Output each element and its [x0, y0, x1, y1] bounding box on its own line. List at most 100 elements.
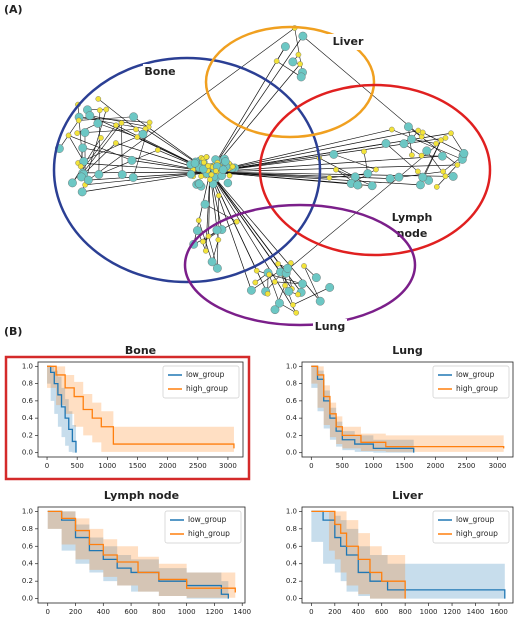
mirna-node: [215, 237, 222, 243]
region-label: node: [397, 227, 428, 240]
x-tick-label: 600: [375, 608, 388, 616]
mirna-node: [295, 51, 302, 58]
gene-node: [404, 122, 413, 132]
y-tick-label: 0.0: [286, 595, 297, 603]
mirna-node: [415, 168, 421, 175]
mirna-node: [200, 238, 206, 245]
x-tick-label: 800: [152, 608, 165, 616]
edge: [209, 36, 303, 173]
edge: [84, 129, 136, 133]
edge: [333, 154, 377, 170]
mirna-node: [65, 132, 72, 139]
legend-label: high_group: [456, 384, 498, 393]
x-tick-label: 0: [309, 608, 313, 616]
gene-node: [275, 298, 284, 308]
legend-box: [432, 510, 510, 544]
panel-label: (A): [4, 3, 23, 16]
mirna-node: [373, 166, 379, 173]
gene-node: [298, 279, 307, 289]
mirna-node: [202, 248, 209, 254]
y-tick-label: 0.6: [286, 397, 298, 405]
gene-node: [394, 172, 404, 182]
mirna-node: [290, 302, 296, 308]
x-tick-label: 3000: [489, 462, 507, 470]
edge: [209, 171, 421, 186]
legend-label: low_group: [456, 370, 495, 379]
edge: [77, 133, 144, 164]
gene-node: [437, 151, 447, 161]
gene-node: [399, 139, 409, 149]
y-tick-label: 0.2: [22, 431, 33, 439]
y-tick-label: 0.2: [286, 431, 297, 439]
mirna-node: [275, 261, 281, 267]
edge: [385, 143, 419, 172]
mirna-node: [154, 147, 161, 153]
region-label: Liver: [333, 35, 364, 48]
gene-node: [367, 181, 377, 191]
edge: [68, 135, 84, 162]
edge: [422, 139, 442, 178]
gene-node: [207, 257, 217, 267]
region-outline: [183, 203, 417, 327]
label-background: [313, 319, 347, 335]
confidence-band: [47, 366, 234, 452]
mirna-node: [77, 163, 84, 170]
edge: [209, 171, 373, 187]
x-tick-label: 500: [71, 462, 84, 470]
mirna-node: [146, 119, 153, 126]
x-tick-label: 1500: [129, 462, 147, 470]
x-tick-label: 500: [336, 462, 349, 470]
y-tick-label: 0.8: [286, 380, 297, 388]
mirna-node: [207, 176, 213, 183]
mirna-node: [113, 122, 119, 129]
gene-node: [83, 175, 93, 185]
mirna-node: [208, 171, 215, 178]
mirna-node: [295, 291, 301, 298]
edge: [78, 162, 211, 173]
panel-label: (B): [4, 325, 22, 338]
gene-node: [311, 273, 321, 283]
mirna-node: [95, 96, 102, 102]
gene-node: [363, 169, 373, 178]
mirna-node: [134, 134, 140, 140]
mirna-node: [203, 154, 210, 160]
edge: [209, 63, 301, 173]
edge: [292, 287, 330, 306]
x-tick-label: 1400: [467, 608, 485, 616]
mirna-node: [226, 172, 233, 179]
gene-node: [223, 178, 233, 188]
edge: [268, 274, 280, 304]
gene-node: [350, 172, 360, 182]
survival-curve: [47, 365, 77, 453]
y-tick-label: 0.2: [286, 577, 297, 585]
y-tick-label: 0.8: [22, 380, 33, 388]
gene-node: [190, 159, 200, 168]
gene-node: [186, 170, 196, 179]
gene-node: [418, 172, 428, 182]
gene-node: [80, 128, 90, 137]
gene-node: [195, 179, 204, 189]
gene-node: [193, 226, 202, 235]
chart-title: Lung: [392, 344, 423, 357]
y-tick-label: 0.6: [22, 542, 34, 550]
mirna-node: [205, 163, 211, 169]
plot-frame: [37, 361, 244, 458]
edge: [89, 115, 149, 128]
mirna-node: [75, 117, 82, 124]
gene-node: [448, 172, 458, 181]
chart-title: Liver: [392, 489, 423, 502]
mirna-node: [282, 282, 288, 289]
confidence-band: [311, 511, 505, 599]
y-tick-label: 0.6: [22, 397, 34, 405]
legend-box: [432, 365, 510, 399]
x-tick-label: 3000: [219, 462, 237, 470]
gene-node: [138, 129, 148, 139]
x-tick-label: 0: [45, 462, 49, 470]
gene-node: [284, 286, 294, 296]
legend-box: [162, 365, 240, 399]
x-tick-label: 2500: [189, 462, 207, 470]
legend-label: high_group: [188, 529, 230, 538]
gene-node: [221, 157, 230, 166]
confidence-band: [47, 511, 236, 598]
